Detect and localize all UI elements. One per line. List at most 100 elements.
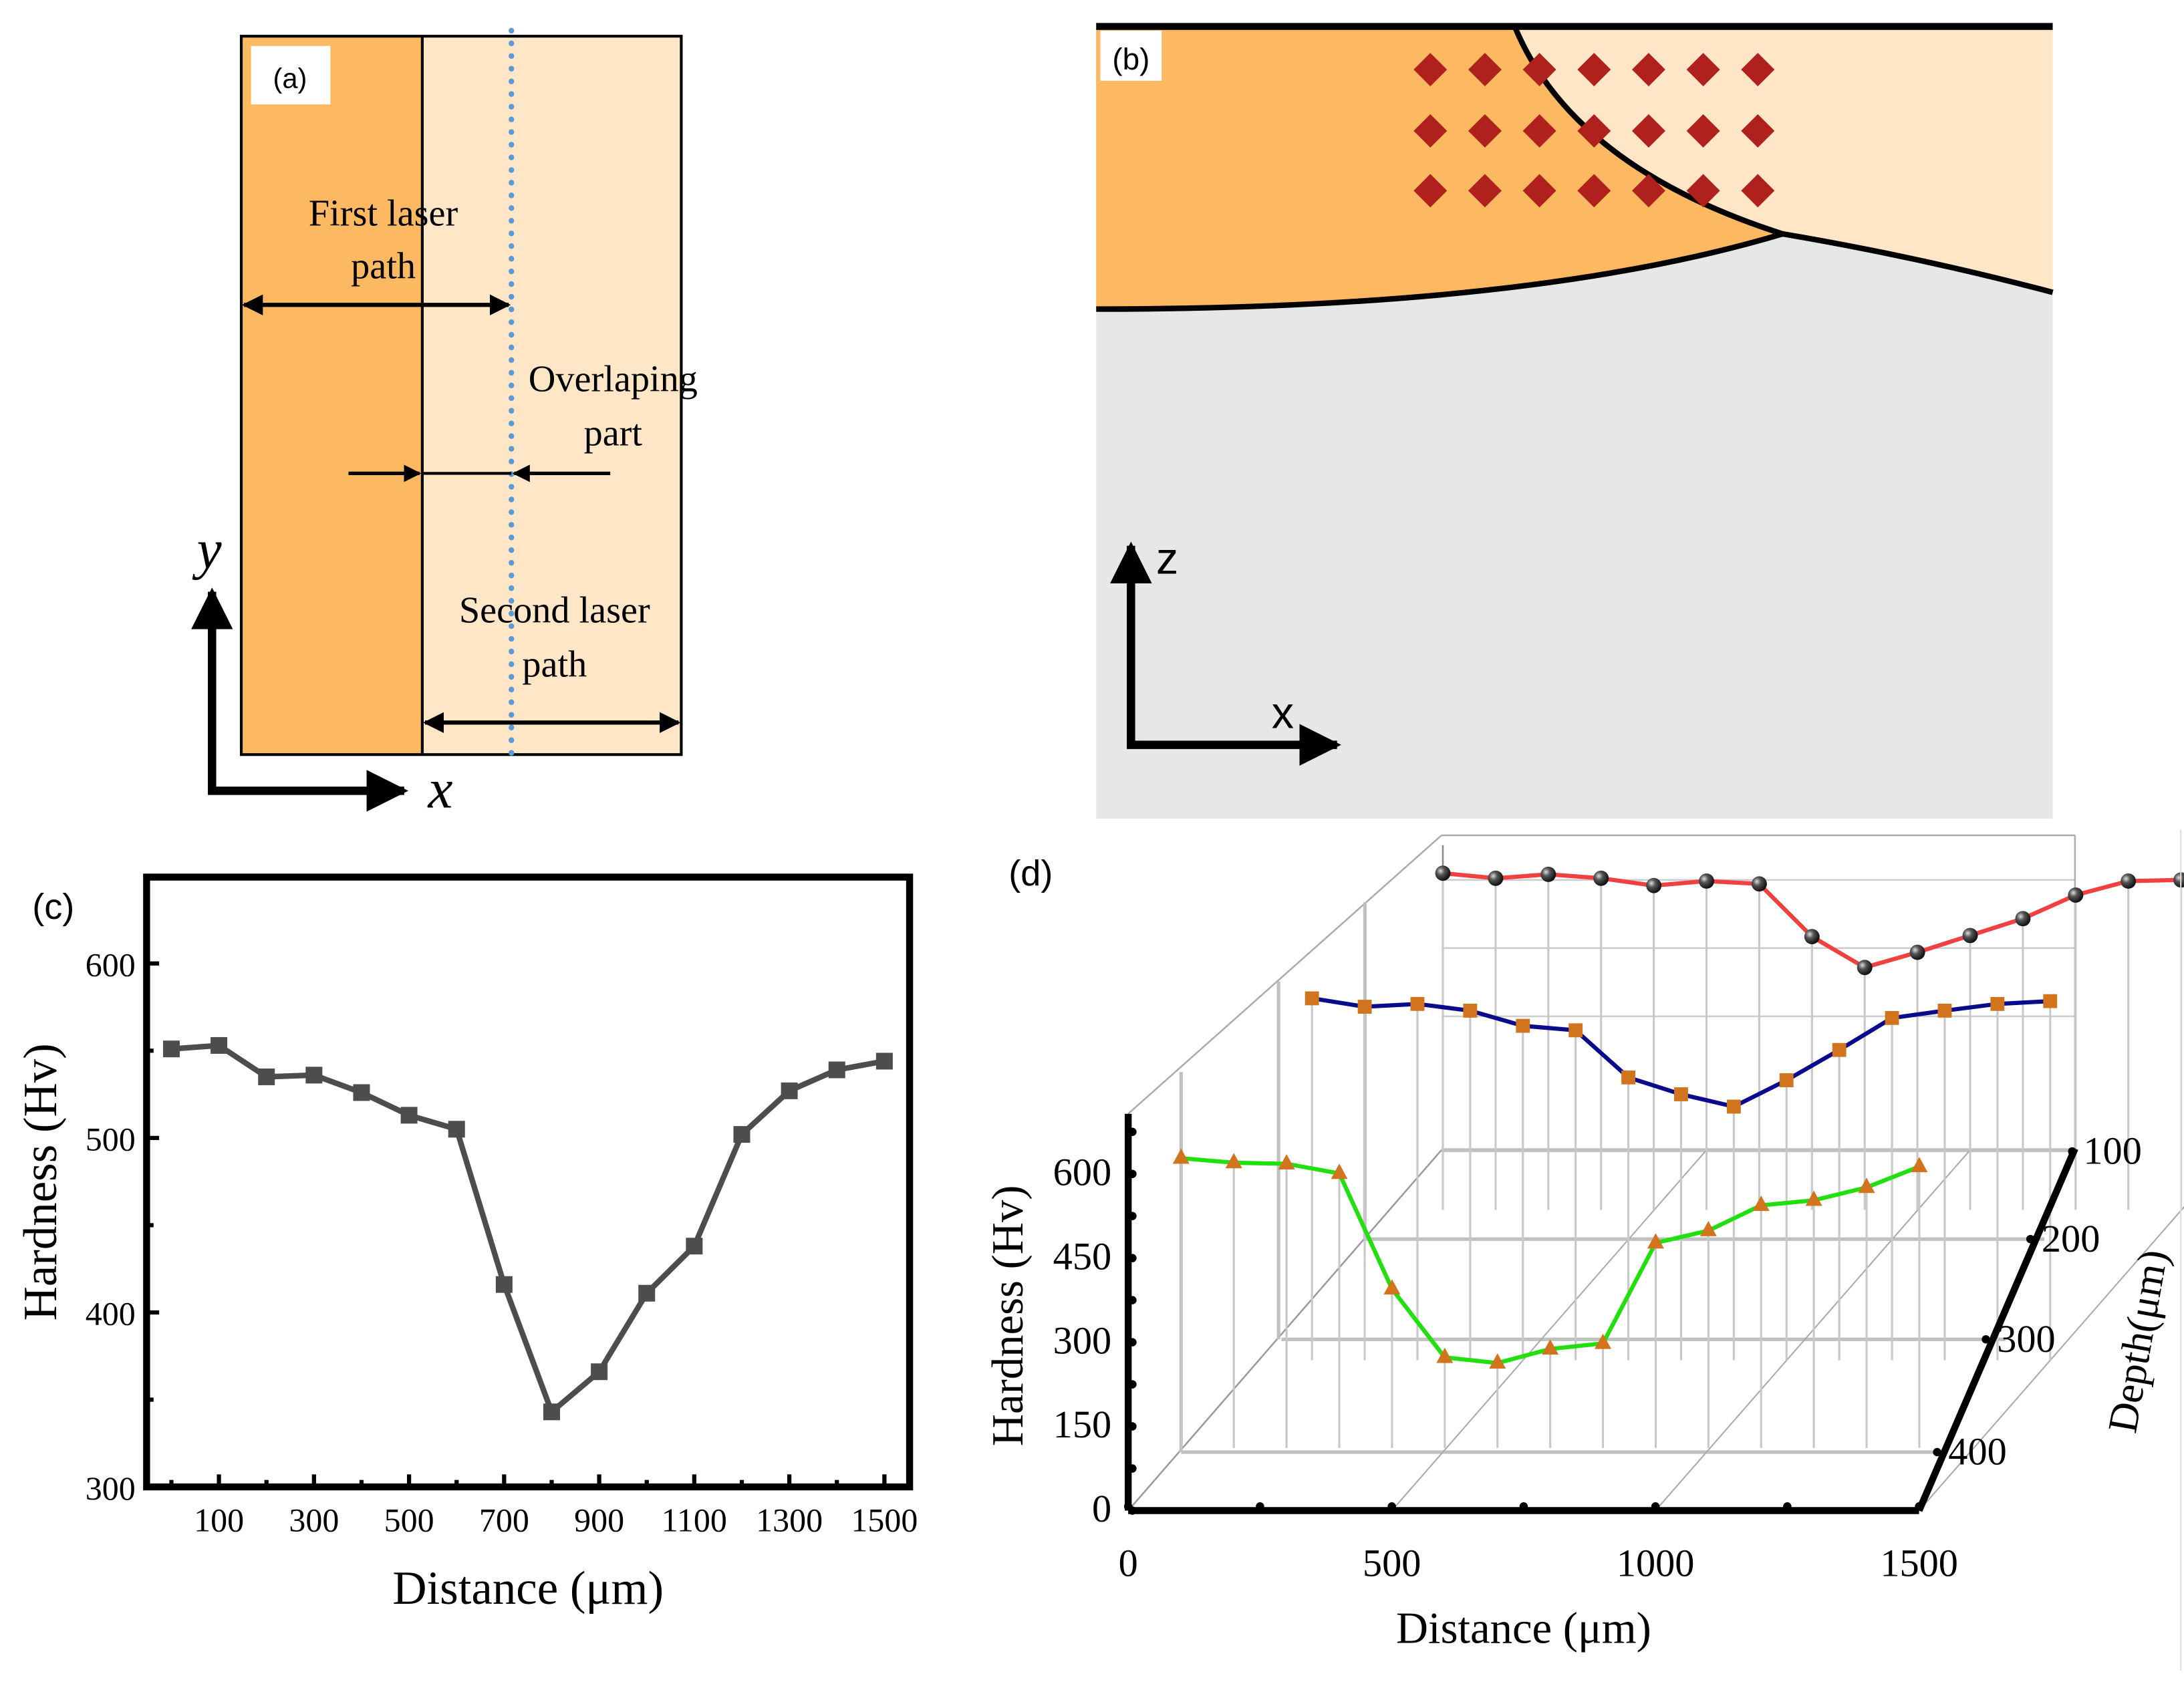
y-tick-d (1128, 1169, 1137, 1178)
panel-a: (a) First laser path Overlaping part Sec… (191, 27, 698, 820)
data-point-square (1516, 1018, 1530, 1033)
data-point-c (543, 1403, 560, 1421)
x-tick-d (1783, 1502, 1792, 1511)
z-tick-label-d: 400 (1948, 1430, 2007, 1473)
y-tick-label-d: 600 (1053, 1150, 1111, 1193)
side-wall-top (1127, 835, 1442, 1115)
label-box-a (251, 45, 331, 105)
data-point-triangle (1383, 1279, 1401, 1295)
data-point-c (591, 1363, 608, 1381)
data-point-square (2043, 994, 2058, 1008)
z-tick-d (2068, 1147, 2076, 1156)
data-point-sphere (2173, 872, 2184, 888)
first-path-label-1: First laser (309, 193, 458, 235)
x-tick-label-c: 1100 (662, 1502, 727, 1539)
indentation-marker (1741, 114, 1775, 148)
y-tick-d (1128, 1422, 1137, 1431)
z-tick-d (1933, 1447, 1941, 1457)
x-tick-d (1915, 1502, 1923, 1511)
data-point-triangle (1752, 1196, 1770, 1212)
data-point-triangle (1647, 1233, 1664, 1249)
data-point-c (638, 1284, 656, 1302)
indentation-marker (1522, 53, 1556, 87)
data-point-square (1568, 1023, 1583, 1038)
data-point-c (875, 1052, 893, 1070)
y-tick-label-c: 500 (86, 1121, 136, 1158)
x-tick-label-d: 0 (1119, 1541, 1138, 1584)
y-tick-label-c: 600 (86, 946, 136, 983)
data-point-sphere (1435, 865, 1451, 881)
data-point-c (448, 1121, 465, 1138)
xy-axes (191, 587, 409, 812)
data-point-c (353, 1084, 370, 1101)
data-point-triangle (1595, 1333, 1612, 1349)
z-tick-d (1982, 1334, 1990, 1344)
x-tick-d (1387, 1502, 1396, 1511)
y-tick-d (1128, 1127, 1137, 1137)
y-tick-d (1128, 1212, 1137, 1220)
data-point-c (733, 1126, 750, 1143)
x-axis-title-d: Distance (μm) (1396, 1604, 1651, 1653)
track-boundary (1512, 27, 2054, 295)
data-point-sphere (1593, 870, 1609, 886)
data-point-sphere (1646, 877, 1662, 893)
series-line-depth-300 (1181, 1156, 1921, 1365)
data-point-triangle (1805, 1190, 1822, 1206)
series-line-c (171, 1042, 885, 1417)
label-box-b (1100, 30, 1162, 81)
y-tick-label-d: 300 (1053, 1318, 1111, 1362)
data-point-triangle (1699, 1220, 1717, 1236)
data-point-square (1779, 1073, 1794, 1087)
xz-axes (1110, 541, 1341, 766)
first-path-label-2: path (351, 246, 416, 287)
x-tick-label-c: 1500 (851, 1502, 918, 1539)
plot-frame-c (143, 873, 914, 1491)
z-axis-d (1915, 1147, 2078, 1512)
indentation-marker (1741, 53, 1775, 87)
data-point-square (1990, 996, 2005, 1011)
indentation-marker (1468, 114, 1502, 148)
y-tick-d (1128, 1254, 1137, 1262)
data-point-square (1621, 1070, 1635, 1085)
data-point-sphere (1751, 876, 1767, 892)
floor-diagonal (1391, 1149, 1708, 1512)
data-point-square (1410, 996, 1425, 1011)
data-point-square (1726, 1099, 1741, 1114)
z-axis-title-d: Depth(μm) (2098, 1246, 2177, 1436)
data-point-sphere (1488, 870, 1504, 886)
panel-d-label: (d) (1008, 853, 1053, 893)
x-tick-label-c: 100 (194, 1502, 244, 1539)
second-path-label-1: Second laser (459, 589, 650, 631)
x-tick-label-c: 500 (384, 1502, 434, 1539)
indentation-marker (1577, 114, 1611, 148)
z-tick-label-d: 100 (2083, 1129, 2142, 1173)
data-point-c (162, 1040, 180, 1058)
second-path-label-2: path (522, 644, 587, 686)
data-point-triangle (1225, 1153, 1242, 1169)
overlap-label-1: Overlaping (529, 358, 698, 400)
x-tick-label-c: 900 (574, 1502, 624, 1539)
data-point-triangle (1858, 1177, 1875, 1193)
data-point-sphere (2068, 887, 2084, 903)
data-point-triangle (1172, 1148, 1190, 1164)
data-point-triangle (1331, 1163, 1348, 1179)
grid-d (1127, 834, 2184, 1512)
data-point-sphere (1909, 944, 1925, 960)
x-tick-label-c: 1300 (756, 1502, 823, 1539)
indentation-marker (1686, 174, 1720, 208)
y-tick-label-c: 300 (86, 1469, 136, 1507)
y-tick-d (1128, 1380, 1137, 1389)
data-point-c (495, 1276, 513, 1293)
y-tick-label-d: 150 (1053, 1403, 1111, 1446)
data-point-square (1937, 1003, 1952, 1018)
first-track-region (1096, 27, 1783, 309)
data-point-triangle (1542, 1339, 1559, 1355)
indentation-marker (1631, 53, 1665, 87)
panel-b: (b) z x (1096, 23, 2054, 819)
x-tick-label-d: 500 (1363, 1541, 1421, 1584)
x-tick-d (1651, 1502, 1660, 1511)
indentation-marker (1522, 114, 1556, 148)
data-point-c (211, 1036, 228, 1054)
z-tick-label-d: 200 (2042, 1217, 2100, 1260)
